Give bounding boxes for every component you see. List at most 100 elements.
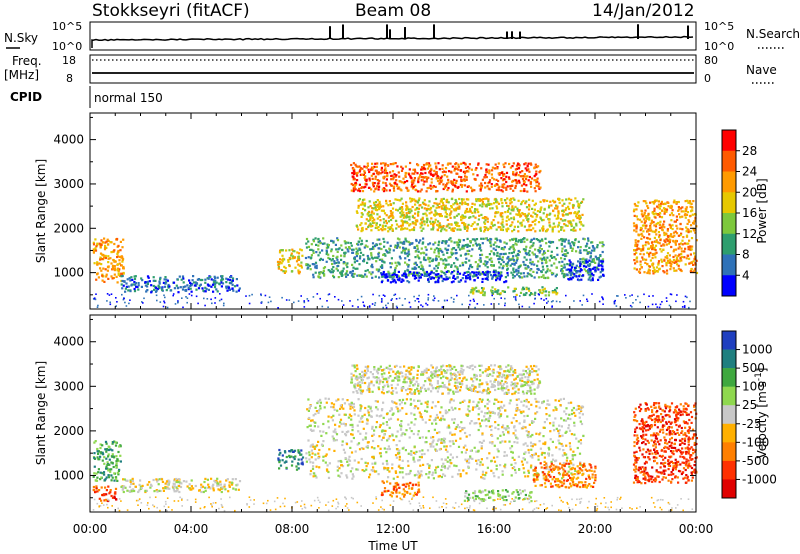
power-cell (483, 176, 486, 179)
velocity-cell (327, 426, 330, 429)
power-cell (517, 267, 520, 270)
power-cell (527, 252, 530, 255)
power-cell (666, 300, 668, 302)
power-cell (131, 278, 134, 281)
power-cell (374, 175, 377, 178)
power-cell (476, 303, 479, 305)
power-cell (689, 202, 692, 205)
power-cell (544, 258, 548, 261)
power-cell (387, 204, 390, 207)
power-cell (381, 171, 384, 174)
power-cell (692, 229, 695, 232)
power-cell (106, 238, 109, 241)
noise-tick-right-bottom: 10^0 (704, 40, 734, 53)
power-cell (538, 229, 542, 232)
velocity-cell (523, 399, 526, 403)
power-cell (490, 203, 493, 206)
power-cell (458, 207, 461, 210)
power-cell (534, 291, 537, 294)
power-cell (357, 189, 360, 192)
velocity-cell (158, 478, 161, 481)
power-cell (465, 178, 468, 181)
power-cell (518, 181, 521, 184)
power-cell (462, 247, 465, 250)
velocity-cell (231, 478, 234, 481)
power-cell (296, 251, 299, 254)
power-cell (525, 292, 528, 295)
power-cell (411, 197, 414, 201)
power-cell (114, 260, 117, 263)
power-cell (189, 284, 192, 287)
power-cell (501, 212, 504, 215)
power-cell (398, 255, 401, 258)
power-cell (533, 263, 536, 266)
power-cell (456, 222, 459, 225)
power-cell (563, 266, 566, 269)
power-cell (122, 284, 125, 287)
power-cell (554, 207, 557, 210)
power-cell (386, 172, 389, 175)
power-cell (642, 253, 645, 256)
power-cell (494, 212, 497, 215)
power-cell (447, 187, 450, 190)
power-cell (115, 297, 117, 299)
velocity-cell (155, 489, 158, 492)
power-cell (112, 267, 115, 270)
power-cell (539, 239, 542, 242)
power-cell (579, 264, 582, 268)
power-cell (517, 213, 520, 217)
power-cell (441, 167, 444, 170)
velocity-cell (409, 398, 412, 401)
power-cell (229, 279, 232, 282)
power-cell (399, 206, 402, 209)
power-cell (349, 300, 351, 302)
power-cell (689, 205, 692, 208)
velocity-cell (322, 455, 325, 458)
velocity-cell (551, 454, 554, 457)
power-cell (380, 168, 383, 171)
power-cell (445, 185, 448, 188)
power-cell (428, 171, 431, 174)
power-cell (684, 263, 687, 266)
power-cell (363, 165, 366, 168)
power-cell (372, 221, 375, 225)
power-cell (376, 217, 379, 220)
velocity-cell (414, 418, 417, 421)
power-cell (104, 244, 107, 247)
power-cell (321, 258, 324, 261)
power-cell (341, 248, 344, 251)
power-cell (390, 299, 393, 301)
velocity-cell (461, 400, 464, 403)
power-cell (362, 207, 365, 210)
power-cell (442, 253, 445, 256)
power-cell (451, 227, 454, 230)
power-cell (196, 278, 199, 281)
power-cell (472, 298, 475, 301)
power-cell (481, 216, 484, 219)
power-cell (601, 265, 604, 268)
power-cell (670, 245, 673, 249)
power-cell (370, 225, 373, 228)
power-cell (441, 306, 444, 308)
power-cell (657, 262, 660, 265)
power-cell (444, 273, 447, 276)
power-cell (587, 269, 590, 272)
velocity-cell (485, 471, 488, 474)
power-cell (511, 184, 514, 187)
power-cell (220, 278, 223, 281)
velocity-cell (130, 482, 133, 486)
velocity-cell (448, 426, 451, 429)
power-cell (388, 182, 392, 185)
power-cell (653, 268, 656, 271)
power-cell (529, 269, 532, 272)
power-cell (158, 286, 161, 289)
power-cell (542, 225, 545, 228)
power-cell (374, 188, 377, 191)
power-cell (685, 206, 688, 209)
power-cell (373, 201, 376, 204)
power-cell (485, 216, 488, 219)
power-cell (484, 197, 487, 200)
power-cell (327, 306, 329, 308)
power-cell (360, 215, 363, 218)
power-cell (649, 259, 652, 262)
